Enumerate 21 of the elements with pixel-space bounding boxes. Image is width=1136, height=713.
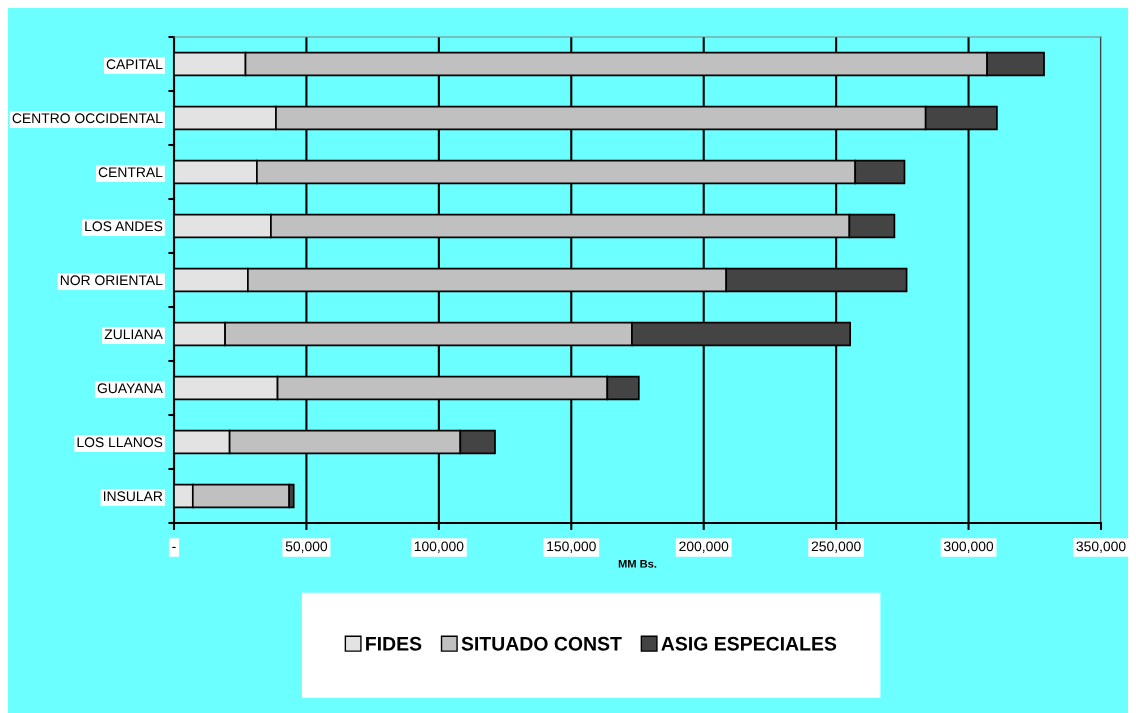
legend-label: SITUADO CONST (461, 636, 622, 651)
x-axis-title: MM Bs. (618, 559, 657, 568)
legend-label: FIDES (366, 636, 422, 651)
x-tick-label: 200,000 (679, 541, 729, 553)
y-tick-label: NOR ORIENTAL (60, 275, 163, 286)
x-tick-label: 150,000 (547, 541, 596, 553)
x-tick-label: 100,000 (414, 541, 464, 553)
y-tick-label: CAPITAL (106, 59, 163, 70)
x-tick-label: 50,000 (285, 541, 328, 553)
legend-label: ASIG ESPECIALES (661, 636, 837, 651)
y-tick-label: ZULIANA (104, 329, 163, 340)
y-tick-label: LOS ANDES (85, 221, 163, 232)
y-tick-label: GUAYANA (97, 383, 163, 394)
x-tick-label: 350,000 (1076, 541, 1126, 553)
y-tick-label: LOS LLANOS (77, 437, 163, 448)
x-tick-label: - (172, 546, 176, 548)
y-tick-label: CENTRAL (98, 167, 163, 178)
y-tick-label: INSULAR (103, 491, 163, 502)
x-tick-label: 250,000 (811, 541, 861, 553)
x-tick-label: 300,000 (944, 541, 994, 553)
y-tick-label: CENTRO OCCIDENTAL (12, 113, 163, 124)
